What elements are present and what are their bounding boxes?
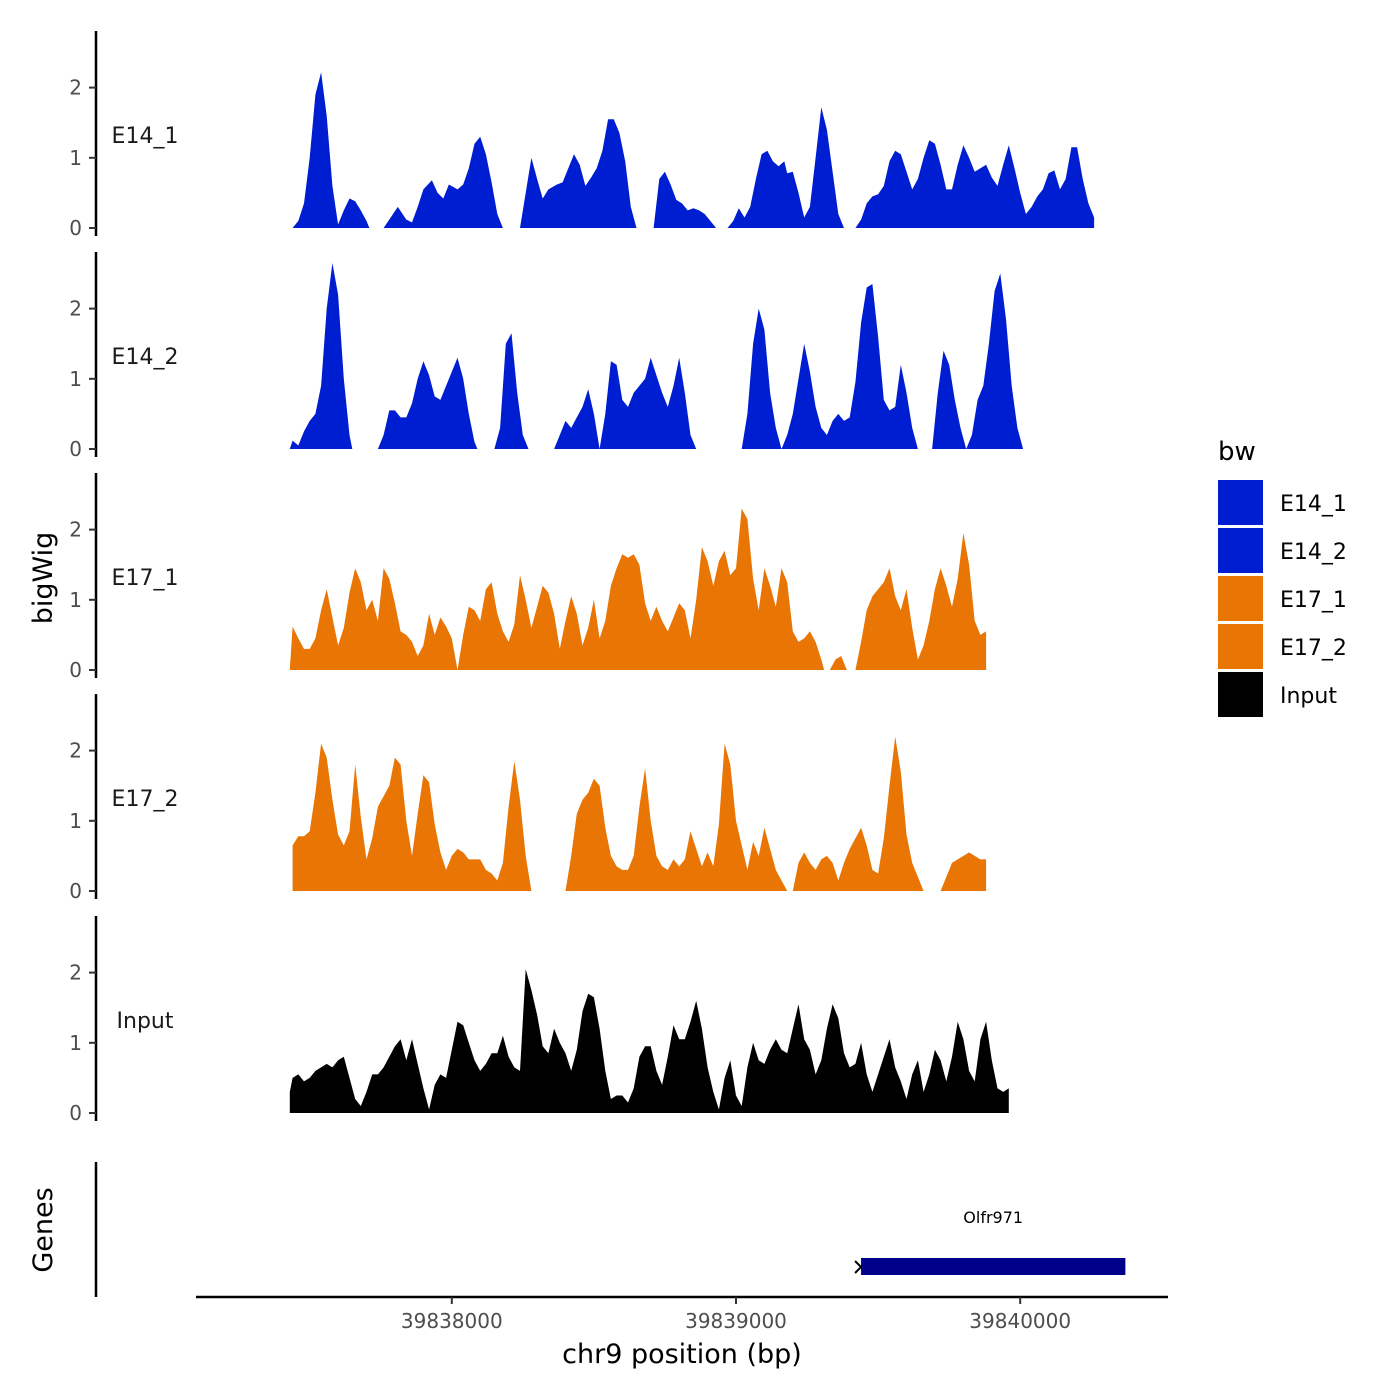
x-ticks: 39838000 39839000 39840000 [401, 1297, 1071, 1333]
legend-key-E17_2 [1218, 624, 1263, 669]
y-tick-label-E17_2-2: 2 [69, 739, 82, 763]
y-tick-label-E14_2-0: 0 [69, 437, 82, 461]
legend-key-Input [1218, 672, 1263, 717]
area-E14_2 [289, 263, 1024, 449]
y-tick-label-E14_2-2: 2 [69, 297, 82, 321]
track-Input: 0 1 2 Input [69, 916, 1009, 1125]
y-tick-label-Input-2: 2 [69, 961, 82, 985]
y-tick-label-E17_2-0: 0 [69, 879, 82, 903]
x-tick-label-39839000: 39839000 [685, 1309, 787, 1333]
track-panels: 0 1 2 E14_1 0 1 2 E14_2 0 1 2 E17_1 0 1 2 E17_2 0 1 2 Input [69, 31, 1095, 1125]
area-Input [289, 969, 1009, 1113]
track-E14_2: 0 1 2 E14_2 [69, 252, 1024, 461]
y-tick-label-E17_1-1: 1 [69, 588, 82, 612]
legend-label-E14_1: E14_1 [1280, 492, 1347, 517]
y-tick-label-E17_2-1: 1 [69, 809, 82, 833]
track-label-E17_1: E17_1 [112, 566, 179, 591]
x-tick-label-39838000: 39838000 [401, 1309, 503, 1333]
y-tick-label-E14_1-0: 0 [69, 216, 82, 240]
x-axis: 39838000 39839000 39840000 chr9 position (… [196, 1295, 1168, 1370]
y-tick-label-E17_1-2: 2 [69, 518, 82, 542]
legend-items: E14_1 E14_2 E17_1 E17_2 Input [1218, 480, 1347, 717]
y-tick-label-E14_1-1: 1 [69, 146, 82, 170]
gene-strand-marker [854, 1260, 863, 1274]
gene-body-Olfr971 [861, 1258, 1126, 1275]
gene-label-Olfr971: Olfr971 [963, 1208, 1023, 1227]
y-tick-label-E14_2-1: 1 [69, 367, 82, 391]
area-E17_1 [289, 508, 987, 670]
track-label-E14_2: E14_2 [112, 345, 179, 370]
x-axis-title: chr9 position (bp) [562, 1339, 802, 1370]
legend-key-E17_1 [1218, 576, 1263, 621]
area-E14_1 [292, 72, 1095, 228]
y-axis-title: bigWig [28, 532, 59, 625]
track-E17_2: 0 1 2 E17_2 [69, 694, 987, 903]
track-E17_1: 0 1 2 E17_1 [69, 473, 987, 682]
legend-title: bw [1218, 437, 1256, 467]
legend-label-E17_2: E17_2 [1280, 636, 1347, 661]
track-label-Input: Input [117, 1009, 174, 1034]
y-tick-label-E17_1-0: 0 [69, 658, 82, 682]
track-E14_1: 0 1 2 E14_1 [69, 31, 1095, 240]
legend-key-E14_1 [1218, 480, 1263, 525]
legend-key-E14_2 [1218, 528, 1263, 573]
y-tick-label-Input-1: 1 [69, 1031, 82, 1055]
legend-label-E17_1: E17_1 [1280, 588, 1347, 613]
gene-track: Olfr971 [854, 1208, 1126, 1275]
x-tick-label-39840000: 39840000 [969, 1309, 1071, 1333]
genes-axis-title: Genes [28, 1187, 59, 1272]
legend-label-Input: Input [1280, 684, 1337, 709]
legend: bw E14_1 E14_2 E17_1 E17_2 Input [1218, 437, 1347, 717]
track-label-E14_1: E14_1 [112, 124, 179, 149]
legend-label-E14_2: E14_2 [1280, 540, 1347, 565]
genes-panel: Genes Olfr971 [28, 1162, 1126, 1297]
y-tick-label-E14_1-2: 2 [69, 76, 82, 100]
y-tick-label-Input-0: 0 [69, 1101, 82, 1125]
track-label-E17_2: E17_2 [112, 787, 179, 812]
area-E17_2 [292, 736, 987, 891]
